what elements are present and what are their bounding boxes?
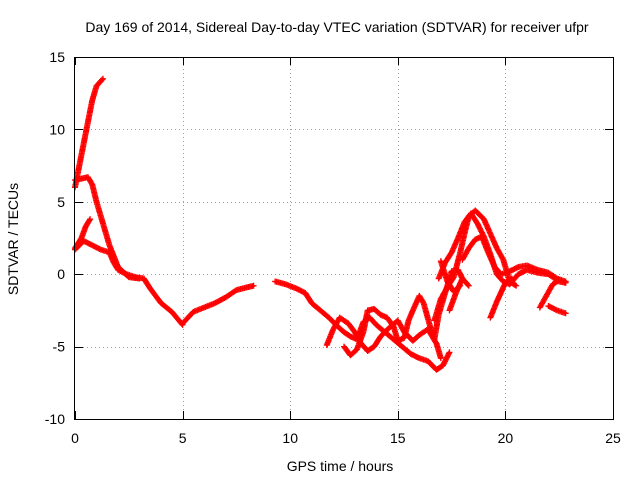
series-track-16 — [545, 303, 569, 317]
grid-lines — [75, 57, 613, 419]
data-point — [99, 76, 106, 83]
series-track-5 — [179, 282, 257, 327]
data-point — [99, 75, 106, 82]
series-track-14 — [487, 275, 515, 321]
data-point — [562, 278, 569, 285]
data-point — [562, 310, 569, 317]
chart-title: Day 169 of 2014, Sidereal Day-to-day VTE… — [85, 19, 589, 35]
data-point — [86, 217, 93, 224]
data-point — [512, 282, 519, 289]
data-points — [72, 75, 569, 373]
plot-frame — [74, 57, 614, 420]
data-point — [446, 307, 453, 314]
y-tick-label: -5 — [53, 339, 66, 355]
x-tick-label: 10 — [282, 430, 298, 446]
data-point — [508, 275, 515, 282]
data-point — [250, 282, 257, 289]
data-point — [507, 276, 514, 283]
data-point — [437, 355, 444, 362]
axis-ticks: 0 5 10 15 20 25 -10 -5 0 5 10 15 — [45, 49, 621, 446]
y-tick-label: 15 — [49, 49, 65, 65]
x-tick-label: 20 — [498, 430, 514, 446]
x-tick-label: 15 — [390, 430, 406, 446]
series-track-13 — [446, 275, 466, 314]
series-track-15 — [536, 276, 563, 311]
x-axis-label: GPS time / hours — [287, 458, 394, 474]
series-track-1 — [72, 75, 106, 191]
series-track-4 — [72, 237, 186, 328]
y-tick-label: 5 — [57, 194, 65, 210]
y-tick-label: 10 — [49, 121, 65, 137]
data-point — [87, 216, 94, 223]
x-tick-label: 25 — [605, 430, 621, 446]
data-point — [446, 349, 453, 356]
data-point — [513, 282, 520, 289]
x-tick-label: 5 — [179, 430, 187, 446]
data-point — [556, 276, 563, 283]
data-point — [464, 281, 471, 288]
y-axis-label: SDTVAR / TECUs — [5, 183, 21, 295]
series-track-7 — [323, 314, 444, 362]
x-tick-label: 0 — [71, 430, 79, 446]
data-point — [465, 282, 472, 289]
y-tick-label: -10 — [45, 411, 65, 427]
y-tick-label: 0 — [57, 266, 65, 282]
data-point — [555, 277, 562, 284]
series-track-3 — [72, 216, 94, 252]
